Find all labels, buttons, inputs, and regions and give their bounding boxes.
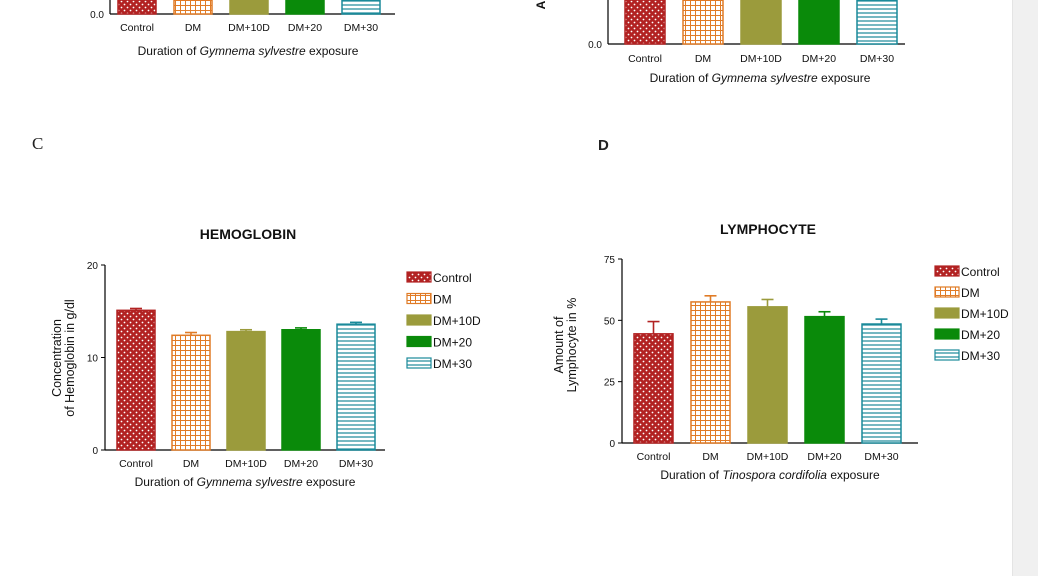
bar	[117, 0, 157, 15]
x-tick-label: DM	[183, 458, 199, 470]
legend-label: DM	[961, 286, 980, 300]
vertical-scrollbar[interactable]	[1012, 0, 1038, 576]
bar	[633, 333, 674, 444]
y-tick-label: 75	[604, 255, 616, 266]
bar	[229, 0, 269, 15]
y-tick-label: 20	[87, 261, 99, 272]
chart-hemoglobin: HEMOGLOBIN 0 10 20 Concentration of Hemoglobi…	[50, 226, 481, 489]
legend-swatch	[406, 271, 432, 283]
y-tick-label: 25	[604, 378, 616, 389]
bar	[281, 329, 321, 451]
y-axis-label: A	[534, 0, 548, 9]
x-tick-label: DM	[695, 53, 711, 65]
chart-title: LYMPHOCYTE	[720, 221, 816, 237]
x-tick-label: DM	[185, 22, 201, 34]
legend-swatch	[934, 265, 960, 277]
bar	[226, 330, 266, 451]
figure-canvas: 0.0 Control DM DM+10D DM+20 DM+30 Duration of …	[50, 0, 1009, 489]
panel-label-d: D	[598, 137, 609, 154]
chart-title: HEMOGLOBIN	[200, 226, 296, 242]
y-tick-label: 0.0	[588, 40, 602, 51]
bar	[804, 315, 845, 444]
y-axis-label: of Hemoglobin in g/dl	[63, 299, 77, 416]
legend-swatch	[406, 335, 432, 348]
y-tick-label: 0	[92, 446, 98, 457]
bar	[171, 334, 211, 451]
x-tick-label: DM+30	[864, 451, 898, 463]
x-tick-label: DM	[702, 451, 718, 463]
legend-swatch	[934, 286, 960, 298]
x-tick-label: DM+10D	[747, 451, 789, 463]
x-tick-label: Control	[637, 451, 671, 463]
legend-label: Control	[961, 265, 1000, 279]
y-tick-label: 50	[604, 316, 616, 327]
chart-top-right: 0.0 A Control DM DM+10D DM+20 DM+30 Duration of…	[534, 0, 905, 85]
bar	[747, 306, 788, 444]
x-tick-label: DM+20	[288, 22, 322, 34]
legend-swatch	[406, 357, 432, 369]
bar	[173, 0, 213, 15]
x-tick-label: DM+10D	[228, 22, 270, 34]
x-tick-label: DM+10D	[225, 458, 267, 470]
legend-label: DM+20	[433, 336, 472, 350]
y-tick-label: 0	[609, 439, 615, 450]
y-axis-label: Concentration	[50, 319, 64, 397]
bar	[690, 301, 731, 444]
chart-top-left: 0.0 Control DM DM+10D DM+20 DM+30 Duration of …	[90, 0, 395, 58]
legend-label: DM+10D	[961, 307, 1009, 321]
bar	[624, 0, 666, 45]
x-tick-label: DM+30	[860, 53, 894, 65]
legend-label: DM+10D	[433, 314, 481, 328]
x-axis-label: Duration of Gymnema sylvestre exposure	[650, 71, 871, 85]
y-tick-label: 10	[87, 354, 99, 365]
x-tick-label: DM+20	[284, 458, 318, 470]
y-tick-label: 0.0	[90, 10, 104, 21]
x-axis-label: Duration of Tinospora cordifolia exposur…	[660, 468, 880, 482]
bar	[856, 0, 898, 45]
bar	[285, 0, 325, 15]
bar	[116, 309, 156, 451]
bar	[861, 323, 902, 444]
x-tick-label: Control	[119, 458, 153, 470]
x-tick-label: DM+30	[344, 22, 378, 34]
legend-label: DM+20	[961, 328, 1000, 342]
x-axis-label: Duration of Gymnema sylvestre exposure	[138, 44, 359, 58]
bar	[682, 0, 724, 45]
x-tick-label: Control	[628, 53, 662, 65]
panel-label-c: C	[32, 134, 44, 153]
y-axis-label: Lymphocyte in %	[565, 298, 579, 393]
legend-swatch	[934, 307, 960, 319]
x-axis-label: Duration of Gymnema sylvestre exposure	[135, 475, 356, 489]
bar	[341, 0, 381, 15]
chart-lymphocyte: LYMPHOCYTE 0 25 50 75 Amount of Lymphocyte in …	[552, 221, 1009, 482]
bar	[336, 323, 376, 451]
legend-swatch	[934, 349, 960, 361]
x-tick-label: DM+20	[802, 53, 836, 65]
x-tick-label: DM+20	[807, 451, 841, 463]
legend-label: DM	[433, 293, 452, 307]
bar	[740, 0, 782, 45]
bar	[798, 0, 840, 45]
x-tick-label: DM+10D	[740, 53, 782, 65]
legend-swatch	[406, 314, 432, 326]
legend-label: Control	[433, 271, 472, 285]
legend-label: DM+30	[433, 357, 472, 371]
legend-swatch	[934, 328, 960, 340]
x-tick-label: Control	[120, 22, 154, 34]
y-axis-label: Amount of	[552, 316, 566, 374]
legend-swatch	[406, 292, 432, 305]
legend-label: DM+30	[961, 349, 1000, 363]
x-tick-label: DM+30	[339, 458, 373, 470]
